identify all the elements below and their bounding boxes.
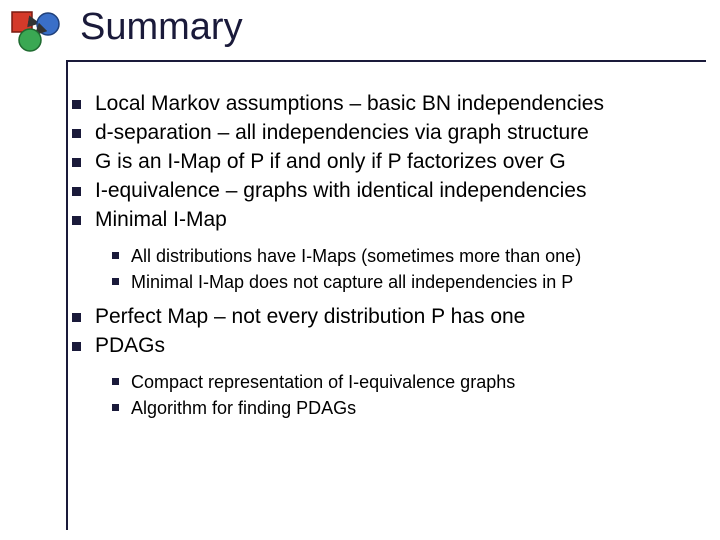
square-bullet-icon [72, 100, 81, 109]
square-bullet-icon [72, 313, 81, 322]
bullet-item: Perfect Map – not every distribution P h… [72, 303, 710, 332]
sub-bullet-item: Compact representation of I-equivalence … [112, 369, 710, 395]
bullet-text: Algorithm for finding PDAGs [131, 395, 356, 421]
square-bullet-icon [72, 158, 81, 167]
bullet-item: Local Markov assumptions – basic BN inde… [72, 90, 710, 119]
slide-body: Local Markov assumptions – basic BN inde… [72, 90, 710, 421]
page-title: Summary [80, 6, 243, 49]
square-bullet-icon [112, 278, 119, 285]
square-bullet-icon [72, 216, 81, 225]
bullet-text: Compact representation of I-equivalence … [131, 369, 515, 395]
bullet-text: I-equivalence – graphs with identical in… [95, 177, 587, 206]
sub-bullet-item: Algorithm for finding PDAGs [112, 395, 710, 421]
square-bullet-icon [112, 378, 119, 385]
sub-bullet-item: Minimal I-Map does not capture all indep… [112, 269, 710, 295]
square-bullet-icon [72, 129, 81, 138]
slide-header: Summary [0, 0, 720, 80]
vertical-rule [66, 60, 68, 530]
bullet-item: I-equivalence – graphs with identical in… [72, 177, 710, 206]
horizontal-rule [66, 60, 706, 62]
bullet-item: PDAGs [72, 332, 710, 361]
bullet-text: G is an I-Map of P if and only if P fact… [95, 148, 566, 177]
bullet-text: PDAGs [95, 332, 165, 361]
bullet-item: d-separation – all independencies via gr… [72, 119, 710, 148]
square-bullet-icon [112, 404, 119, 411]
bullet-text: Local Markov assumptions – basic BN inde… [95, 90, 604, 119]
bullet-text: Perfect Map – not every distribution P h… [95, 303, 525, 332]
bullet-list: Local Markov assumptions – basic BN inde… [72, 90, 710, 421]
bullet-text: Minimal I-Map [95, 206, 227, 235]
square-bullet-icon [72, 342, 81, 351]
square-bullet-icon [72, 187, 81, 196]
bullet-item: Minimal I-Map [72, 206, 710, 235]
sub-bullet-item: All distributions have I-Maps (sometimes… [112, 243, 710, 269]
square-bullet-icon [112, 252, 119, 259]
bullet-text: All distributions have I-Maps (sometimes… [131, 243, 581, 269]
bullet-text: Minimal I-Map does not capture all indep… [131, 269, 573, 295]
bullet-text: d-separation – all independencies via gr… [95, 119, 589, 148]
graph-logo-icon [10, 10, 64, 59]
bullet-item: G is an I-Map of P if and only if P fact… [72, 148, 710, 177]
